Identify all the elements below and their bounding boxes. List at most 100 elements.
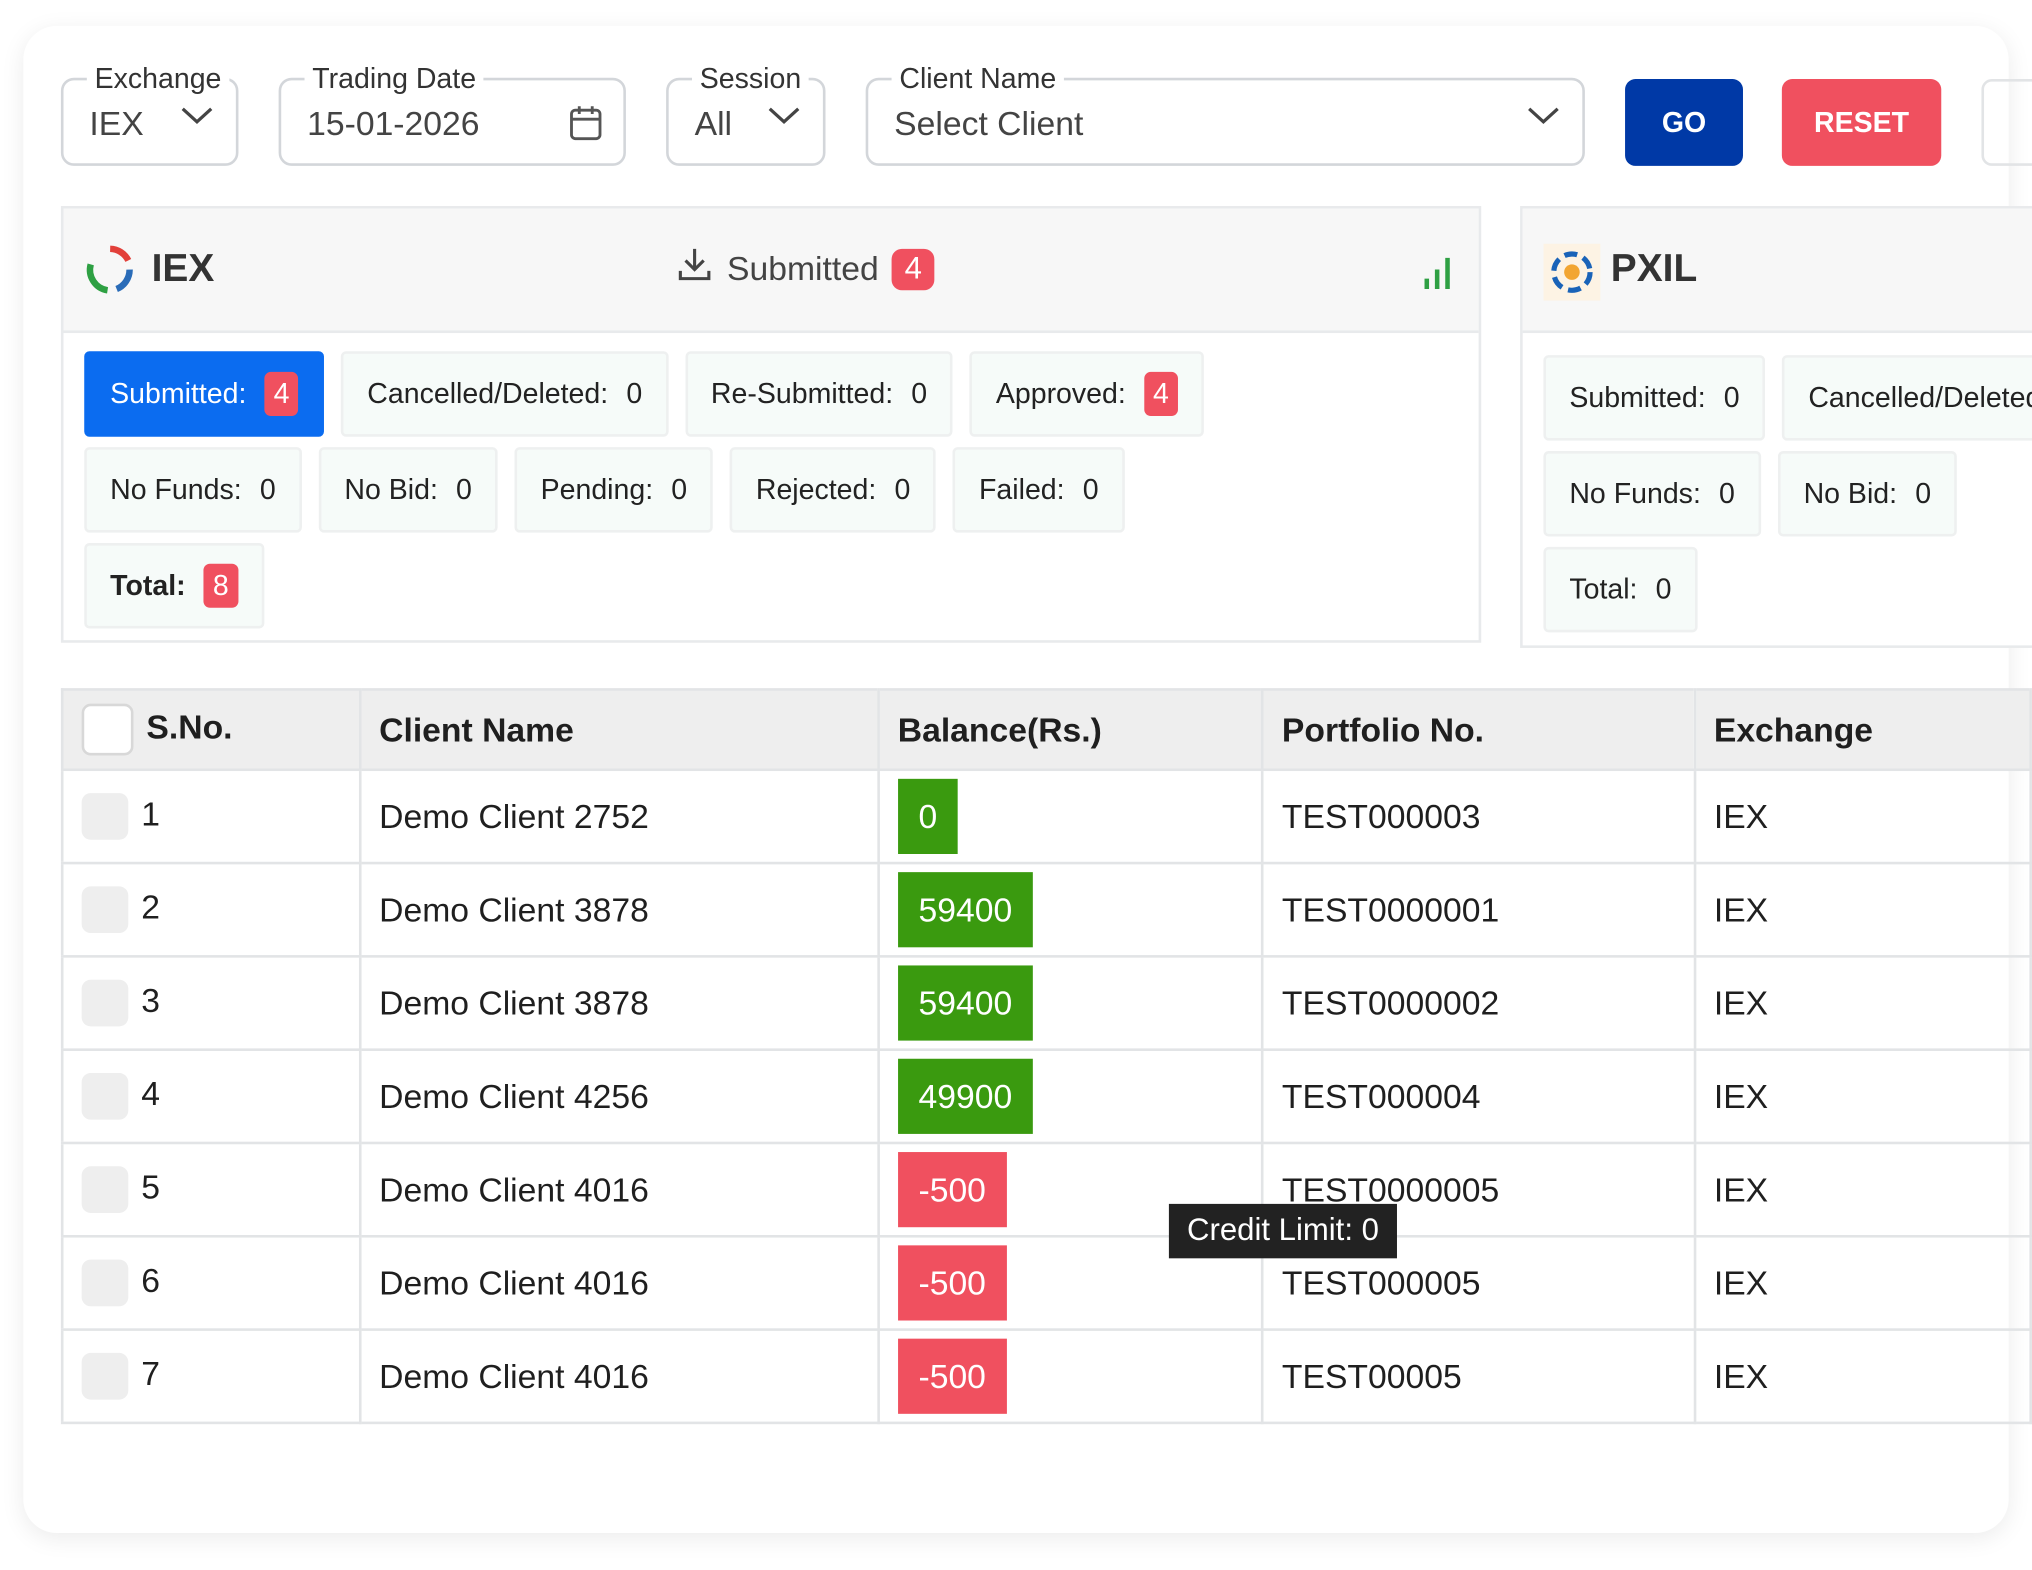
- cell: TEST0000001: [1262, 863, 1696, 958]
- exchange-panel: IEX Submitted 4 Submitted: 4 Cancelled/Delete…: [60, 206, 1482, 643]
- status-value: 0: [1723, 380, 1740, 414]
- filter-field[interactable]: Trading Date 15-01-2026: [278, 62, 626, 166]
- checkbox[interactable]: [81, 1073, 129, 1120]
- summary-label: Submitted: [726, 248, 879, 288]
- status-label: Total:: [1569, 572, 1638, 606]
- serial: 3: [141, 980, 161, 1020]
- status-chip[interactable]: Submitted: 0: [1543, 355, 1766, 441]
- status-chip[interactable]: Failed: 0: [953, 447, 1125, 533]
- serial: 7: [141, 1354, 161, 1393]
- cell-text: Demo Client 3878: [379, 982, 649, 1022]
- cell: Demo Client 3878: [359, 956, 880, 1051]
- table-row: 6 Demo Client 4016 -500 TEST000005 IEX: [62, 1236, 2032, 1331]
- column-title: Client Name: [379, 709, 574, 749]
- status-row: No Funds: 0 No Bid: 0 Pending: 0 Rejected: 0 Fai…: [84, 447, 1125, 533]
- filter-icon: [569, 104, 603, 149]
- filter-icon: [766, 104, 802, 134]
- status-value: 0: [456, 473, 472, 506]
- cell: Demo Client 4256: [359, 1049, 880, 1145]
- status-label: Approved:: [995, 377, 1126, 410]
- button[interactable]: RESET: [1781, 79, 1942, 166]
- status-value: 0: [1719, 476, 1735, 510]
- status-chip[interactable]: No Funds: 0: [1543, 450, 1761, 537]
- checkbox[interactable]: [81, 1259, 129, 1307]
- cell-text: TEST000003: [1281, 796, 1481, 836]
- serial: 1: [141, 794, 161, 834]
- status-chip[interactable]: Cancelled/Deleted:0: [341, 351, 669, 437]
- checkbox[interactable]: [81, 1352, 129, 1400]
- column-title: Balance(Rs.): [897, 709, 1102, 749]
- serial: 2: [141, 887, 161, 927]
- cell: Demo Client 4016: [359, 1142, 880, 1238]
- cell-text: TEST000004: [1281, 1076, 1481, 1116]
- table-row: 3 Demo Client 3878 59400 TEST0000002 IEX: [62, 956, 2032, 1051]
- status-row: Total: 8: [84, 542, 264, 629]
- serial: 4: [141, 1074, 161, 1114]
- button[interactable]: GO: [1625, 79, 1743, 166]
- cell: Demo Client 3878: [359, 863, 880, 958]
- status-label: No Bid:: [1803, 476, 1898, 510]
- column-header: S.No.: [62, 689, 361, 772]
- status-label: Rejected:: [755, 473, 877, 506]
- status-row: Total: 0: [1543, 546, 1698, 633]
- checkbox[interactable]: [81, 886, 129, 934]
- status-value: 0: [259, 473, 276, 506]
- cell: Demo Client 4016: [359, 1236, 880, 1331]
- checkbox[interactable]: [81, 703, 134, 756]
- checkbox[interactable]: [81, 979, 129, 1027]
- cell: 0: [878, 769, 1264, 865]
- column-title: Portfolio No.: [1281, 709, 1485, 749]
- cell-text: Demo Client 4016: [379, 1262, 649, 1302]
- status-value: 0: [911, 377, 928, 410]
- panel-header: IEX Submitted 4: [63, 208, 1479, 334]
- balance: 59400: [897, 965, 1033, 1041]
- status-label: Re-Submitted:: [710, 377, 894, 410]
- status-chip[interactable]: Approved: 4: [969, 351, 1204, 437]
- checkbox[interactable]: [81, 793, 129, 840]
- filter-field[interactable]: Session All: [666, 62, 826, 166]
- button[interactable]: [1981, 79, 2032, 166]
- filter-field[interactable]: Client Name Select Client: [865, 62, 1585, 166]
- cell-text: IEX: [1713, 1356, 1769, 1396]
- panel-header: PXIL: [1522, 208, 2032, 334]
- status-value: 0: [1655, 572, 1672, 606]
- status-chip[interactable]: Rejected: 0: [729, 447, 937, 533]
- filter-field[interactable]: Exchange IEX: [60, 62, 239, 166]
- column-title: Exchange: [1713, 709, 1874, 749]
- cell: IEX: [1694, 956, 2032, 1051]
- status-chip[interactable]: No Bid: 0: [318, 447, 498, 533]
- table-row: 4 Demo Client 4256 49900 TEST000004 IEX: [62, 1049, 2032, 1145]
- cell-text: Demo Client 3878: [379, 889, 649, 929]
- cell: IEX: [1694, 1049, 2032, 1145]
- status-row: Submitted: 4 Cancelled/Deleted: 0 Re-Submitt…: [84, 351, 1204, 437]
- cell: IEX: [1694, 769, 2032, 865]
- status-chip[interactable]: No Bid: 0: [1777, 450, 1958, 537]
- status-chip[interactable]: Re-Submitted: 0: [684, 351, 954, 437]
- status-label: Cancelled/Deleted:: [367, 377, 609, 410]
- status-value: 4: [1143, 371, 1178, 416]
- status-chip[interactable]: Pending: 0: [514, 447, 714, 533]
- cell-text: TEST000005: [1281, 1262, 1481, 1302]
- serial: 6: [141, 1260, 161, 1300]
- filter-label: Exchange: [86, 62, 230, 96]
- signal-icon: [1422, 253, 1456, 298]
- cell-text: IEX: [1713, 1262, 1769, 1302]
- filter-value: IEX: [89, 103, 144, 143]
- filter-label: Trading Date: [304, 62, 484, 96]
- clients-table: S.No. Client Name Balance(Rs.) Portfolio No…: [60, 688, 2032, 1425]
- cell: 5: [62, 1142, 361, 1238]
- checkbox[interactable]: [81, 1166, 129, 1213]
- cell: TEST000004: [1262, 1049, 1696, 1145]
- status-chip[interactable]: Cancelled/Deleted:0: [1782, 355, 2032, 441]
- status-chip[interactable]: Total: 8: [84, 542, 264, 629]
- status-chip[interactable]: Submitted: 4: [84, 351, 325, 437]
- status-chip[interactable]: Total: 0: [1543, 546, 1698, 633]
- status-chip[interactable]: No Funds: 0: [84, 447, 302, 533]
- balance: 59400: [897, 872, 1033, 948]
- status-value: 0: [671, 473, 688, 506]
- filter-label: Session: [692, 62, 810, 96]
- cell-text: IEX: [1713, 982, 1769, 1022]
- summary[interactable]: Submitted 4: [675, 245, 935, 293]
- cell: 7: [62, 1329, 361, 1425]
